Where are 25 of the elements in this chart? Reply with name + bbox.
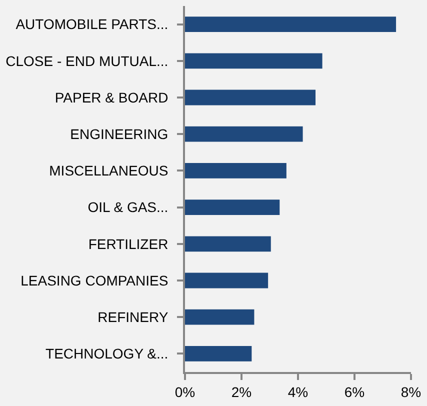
y-tick-label: ENGINEERING	[70, 126, 168, 142]
y-tick-label: MISCELLANEOUS	[49, 162, 168, 179]
bar	[185, 163, 286, 178]
x-tick-label: 0%	[174, 384, 196, 400]
y-tick-label: TECHNOLOGY &...	[46, 346, 168, 362]
y-tick-label: LEASING COMPANIES	[20, 272, 168, 288]
x-tick-label: 6%	[344, 384, 365, 400]
y-tick-label: AUTOMOBILE PARTS...	[16, 16, 168, 32]
bar	[185, 236, 271, 252]
y-tick-label: FERTILIZER	[88, 236, 168, 252]
bar	[185, 90, 316, 106]
bar	[185, 53, 322, 69]
bar	[185, 309, 254, 325]
y-tick-label: PAPER & BOARD	[54, 89, 168, 106]
bar	[185, 346, 252, 362]
y-tick-label: REFINERY	[98, 309, 169, 325]
bar	[185, 272, 268, 288]
bar	[185, 16, 396, 32]
bar	[185, 126, 303, 142]
y-tick-label: CLOSE - END MUTUAL...	[6, 52, 168, 69]
x-tick-label: 4%	[288, 384, 308, 400]
bar	[185, 200, 280, 215]
x-tick-label: 2%	[231, 384, 252, 400]
y-tick-label: OIL & GAS...	[88, 199, 168, 216]
x-tick-label: 8%	[400, 384, 422, 400]
